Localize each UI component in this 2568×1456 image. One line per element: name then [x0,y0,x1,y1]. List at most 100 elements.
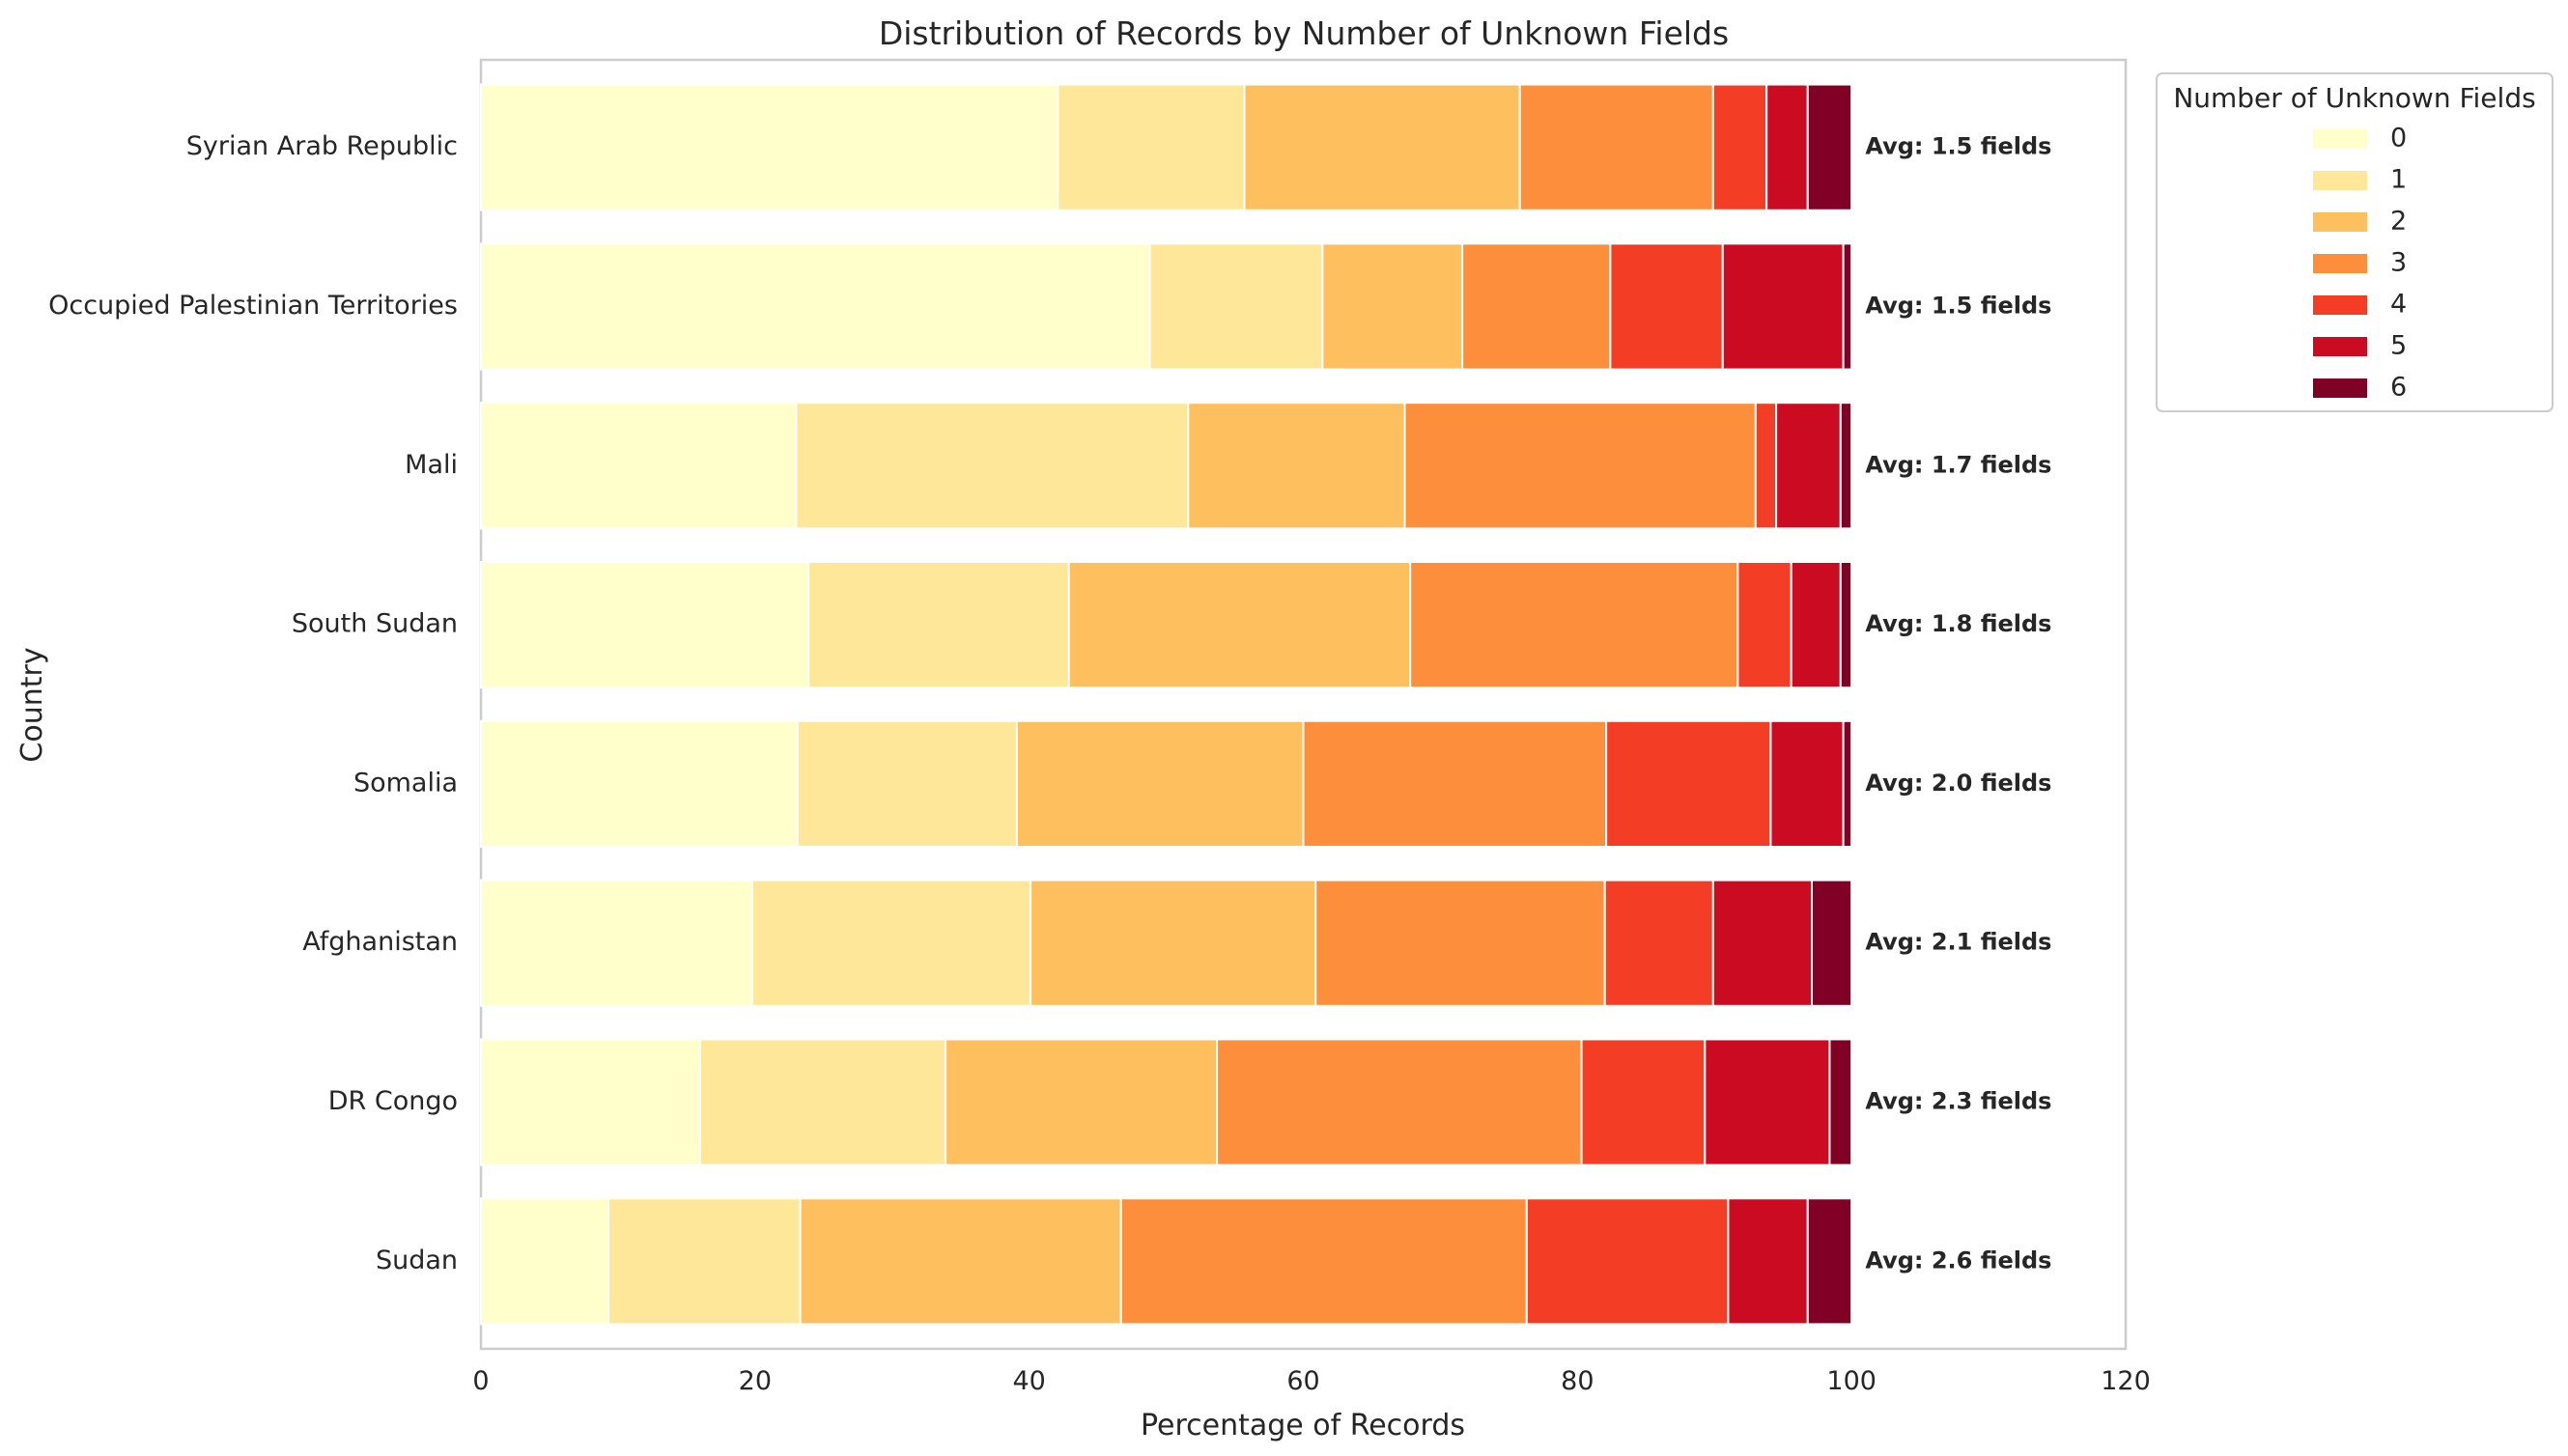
x-tick-label: 20 [739,1366,772,1396]
bar-segment [1461,242,1612,371]
legend-frame [2156,72,2554,412]
legend-label: 3 [2390,248,2407,278]
legend-label: 6 [2390,373,2407,403]
bar-segment [799,1197,1122,1326]
y-tick-label: Afghanistan [302,927,458,957]
legend-swatch [2313,171,2367,190]
y-tick-label: Mali [405,450,458,480]
y-tick-label: Occupied Palestinian Territories [48,291,458,321]
bar-segment [1775,402,1842,530]
bar-segment [1769,719,1845,849]
bars-layer [480,83,1853,1326]
bar-segment [1057,83,1246,211]
bar-segment [1609,242,1724,371]
annotations-layer: Avg: 1.5 fields Avg: 1.5 fields Avg: 1.7 f… [1865,133,2051,1274]
bar-segment [1828,1038,1853,1166]
bar-segment [750,879,1032,1007]
bar-segment [1148,242,1324,371]
legend-items: 0 1 2 3 4 5 6 [2313,124,2407,403]
bar-segment [1321,242,1464,371]
bar-segment [807,560,1070,689]
legend-swatch [2313,254,2367,273]
y-tick-label: South Sudan [292,609,458,639]
bar-segment [1302,719,1608,849]
legend: Number of Unknown Fields 0 1 2 3 4 5 6 [2156,72,2554,412]
bar-segment [1243,83,1521,211]
bar-segment [1839,402,1853,530]
bar-segment [607,1197,802,1326]
bar-segment [480,1038,702,1166]
y-axis-label: Country [15,647,49,762]
legend-label: 4 [2390,290,2407,320]
legend-label: 1 [2390,165,2407,195]
bar-segment [1806,83,1853,211]
chart-title: Distribution of Records by Number of Unk… [879,14,1729,52]
bar-segment [1119,1197,1528,1326]
bar-segment [480,83,1059,211]
avg-annotation: Avg: 2.0 fields [1865,770,2051,797]
legend-swatch [2313,129,2367,149]
bar-segment [1711,83,1768,211]
y-tick-label: Syrian Arab Republic [186,131,458,161]
avg-annotation: Avg: 1.7 fields [1865,451,2051,478]
bar-segment [1067,560,1412,689]
bar-segment [1409,560,1739,689]
bar-segment [1790,560,1842,689]
x-tick-label: 100 [1826,1366,1877,1396]
avg-annotation: Avg: 2.6 fields [1865,1246,2051,1274]
legend-label: 2 [2390,207,2407,237]
x-tick-label: 0 [472,1366,489,1396]
x-tick-label: 60 [1286,1366,1319,1396]
bar-segment [1187,402,1406,530]
avg-annotation: Avg: 1.5 fields [1865,292,2051,319]
bar-segment [1518,83,1714,211]
bar-segment [1765,83,1809,211]
y-tick-label: DR Congo [328,1086,458,1116]
bar-segment [1736,560,1792,689]
bar-segment [480,560,810,689]
y-tick-label: Sudan [376,1246,458,1275]
bar-segment [795,402,1190,530]
bar-segment [1403,402,1757,530]
bar-segment [1839,560,1853,689]
legend-label: 5 [2390,331,2407,361]
bar-segment [699,1038,947,1166]
x-axis-label: Percentage of Records [1141,1409,1465,1442]
x-tick-label: 120 [2101,1366,2151,1396]
bar-segment [1811,879,1853,1007]
bar-segment [1842,242,1853,371]
bar-segment [1015,719,1305,849]
avg-annotation: Avg: 2.1 fields [1865,929,2051,956]
legend-swatch [2313,295,2367,315]
bar-segment [1704,1038,1831,1166]
bar-segment [1605,719,1772,849]
y-tick-label: Somalia [353,768,458,798]
legend-swatch [2313,212,2367,232]
x-tick-label: 40 [1012,1366,1045,1396]
bar-segment [1721,242,1845,371]
bar-segment [480,402,798,530]
bar-segment [1525,1197,1730,1326]
x-axis-tick-labels: 0 20 40 60 80 100 120 [472,1366,2150,1396]
avg-annotation: Avg: 1.5 fields [1865,133,2051,160]
bar-segment [1806,1197,1853,1326]
avg-annotation: Avg: 2.3 fields [1865,1088,2051,1115]
bar-segment [1842,719,1853,849]
y-axis-tick-labels: Syrian Arab Republic Occupied Palestinian… [48,131,458,1275]
bar-segment [1580,1038,1707,1166]
bar-segment [1216,1038,1583,1166]
bar-segment [1711,879,1814,1007]
legend-swatch [2313,337,2367,356]
x-tick-label: 80 [1561,1366,1594,1396]
bar-segment [796,719,1018,849]
legend-title: Number of Unknown Fields [2173,82,2535,114]
bar-segment [1030,879,1317,1007]
bar-segment [480,719,799,849]
bar-segment [945,1038,1219,1166]
bar-segment [1754,402,1778,530]
legend-swatch [2313,378,2367,398]
bar-segment [1603,879,1714,1007]
bar-segment [480,879,753,1007]
bar-segment [1727,1197,1809,1326]
